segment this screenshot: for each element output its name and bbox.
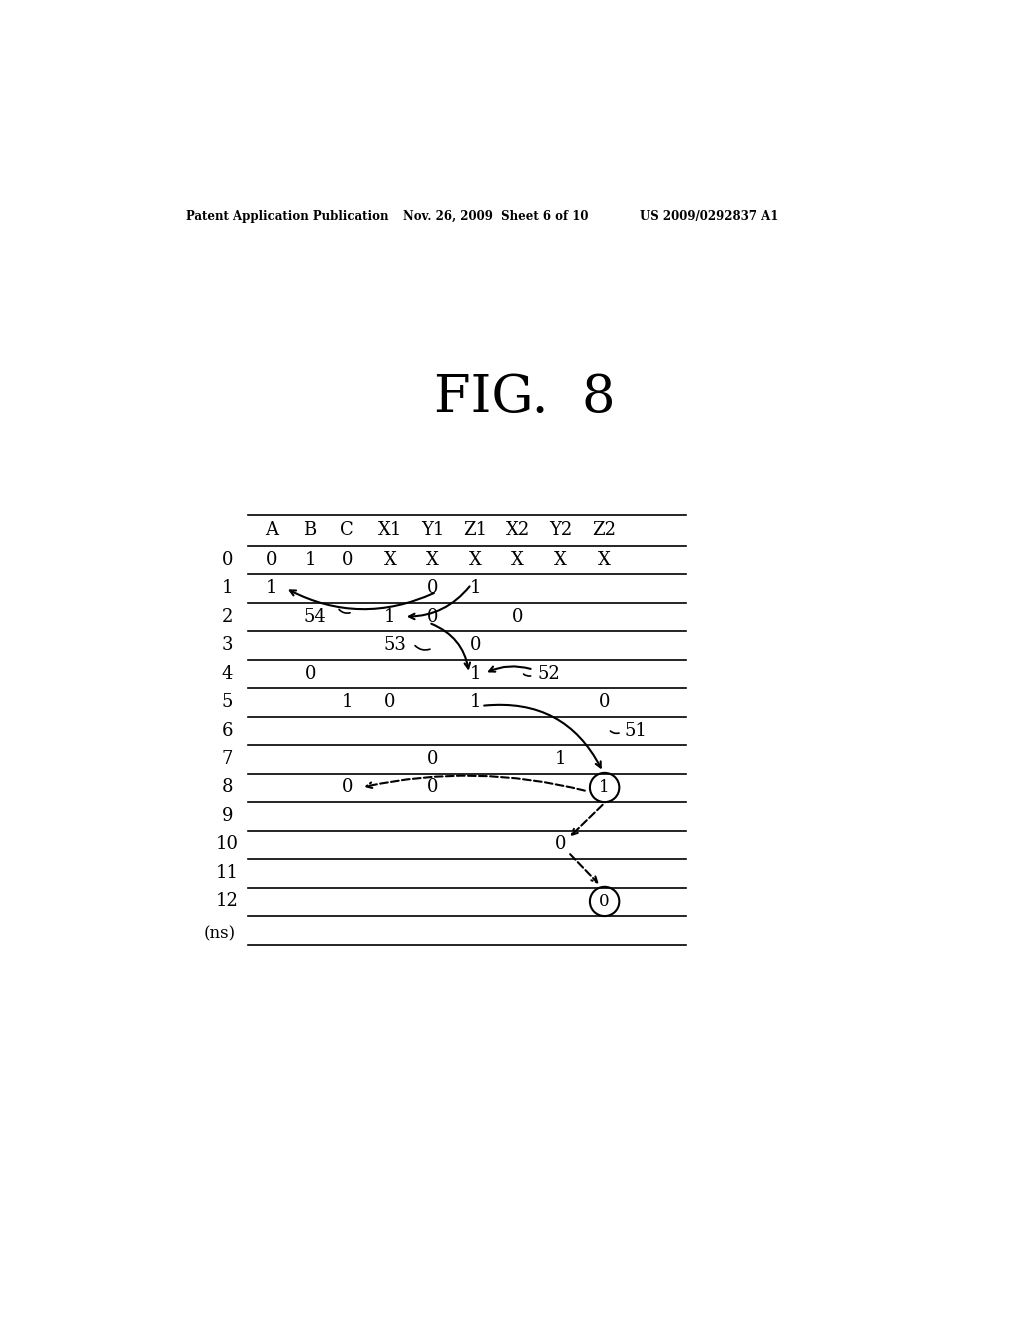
Text: Z1: Z1: [463, 521, 487, 540]
Text: 10: 10: [216, 836, 239, 854]
Text: 51: 51: [624, 722, 647, 739]
Text: 8: 8: [221, 779, 232, 796]
Text: 0: 0: [512, 607, 523, 626]
Text: A: A: [265, 521, 278, 540]
Text: 0: 0: [265, 550, 278, 569]
Text: X: X: [426, 550, 439, 569]
Text: 0: 0: [427, 779, 438, 796]
Text: Z2: Z2: [593, 521, 616, 540]
Text: Y1: Y1: [421, 521, 444, 540]
Text: X1: X1: [378, 521, 402, 540]
Text: 6: 6: [221, 722, 232, 739]
Text: 53: 53: [383, 636, 407, 653]
Text: 52: 52: [538, 664, 560, 682]
Text: 1: 1: [265, 579, 278, 597]
Text: 0: 0: [427, 607, 438, 626]
Text: X: X: [469, 550, 481, 569]
Text: 12: 12: [216, 892, 239, 911]
Text: 0: 0: [555, 836, 566, 854]
Text: 9: 9: [221, 807, 232, 825]
Text: 1: 1: [469, 693, 481, 711]
Text: 1: 1: [221, 579, 232, 597]
Text: 0: 0: [221, 550, 232, 569]
Text: Nov. 26, 2009  Sheet 6 of 10: Nov. 26, 2009 Sheet 6 of 10: [403, 210, 589, 223]
Text: (ns): (ns): [204, 925, 236, 942]
Text: 1: 1: [555, 750, 566, 768]
Text: Patent Application Publication: Patent Application Publication: [186, 210, 389, 223]
Text: 0: 0: [384, 693, 395, 711]
Text: US 2009/0292837 A1: US 2009/0292837 A1: [640, 210, 778, 223]
Text: 54: 54: [303, 607, 327, 626]
Text: FIG.  8: FIG. 8: [434, 372, 615, 422]
Text: 1: 1: [384, 607, 395, 626]
Text: X2: X2: [506, 521, 530, 540]
Text: 0: 0: [342, 779, 353, 796]
Text: 11: 11: [216, 865, 239, 882]
Text: 3: 3: [221, 636, 232, 653]
Text: 4: 4: [221, 664, 232, 682]
Text: 0: 0: [342, 550, 353, 569]
Text: Y2: Y2: [549, 521, 572, 540]
Text: 1: 1: [469, 664, 481, 682]
Text: 5: 5: [221, 693, 232, 711]
Text: 0: 0: [599, 892, 610, 909]
Text: X: X: [598, 550, 611, 569]
Text: 1: 1: [599, 779, 610, 796]
Text: X: X: [384, 550, 396, 569]
Text: 1: 1: [304, 550, 315, 569]
Text: C: C: [340, 521, 354, 540]
Text: 0: 0: [427, 579, 438, 597]
Text: B: B: [303, 521, 316, 540]
Text: X: X: [511, 550, 524, 569]
Text: 2: 2: [221, 607, 232, 626]
Text: 0: 0: [427, 750, 438, 768]
Text: 0: 0: [599, 693, 610, 711]
Text: 1: 1: [469, 579, 481, 597]
Text: 1: 1: [342, 693, 353, 711]
Text: 7: 7: [221, 750, 232, 768]
Text: 0: 0: [469, 636, 481, 653]
Text: 0: 0: [304, 664, 315, 682]
Text: X: X: [554, 550, 567, 569]
